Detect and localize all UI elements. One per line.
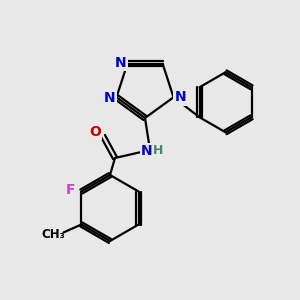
Text: N: N bbox=[141, 144, 153, 158]
Text: N: N bbox=[175, 90, 186, 104]
Text: CH₃: CH₃ bbox=[41, 228, 65, 241]
Text: H: H bbox=[153, 145, 163, 158]
Text: N: N bbox=[104, 91, 115, 105]
Text: O: O bbox=[89, 125, 101, 139]
Text: F: F bbox=[66, 184, 75, 197]
Text: N: N bbox=[115, 56, 126, 70]
